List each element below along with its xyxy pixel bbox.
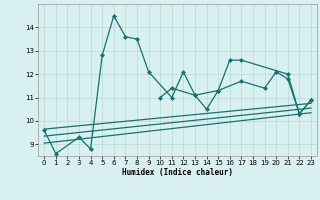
X-axis label: Humidex (Indice chaleur): Humidex (Indice chaleur) [122,168,233,177]
